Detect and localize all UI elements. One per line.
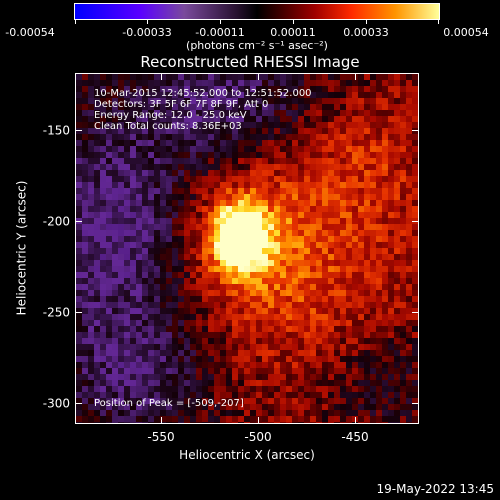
x-tick [161,73,162,80]
colorbar-tick [366,19,367,24]
colorbar-tick-label: 0.00011 [270,26,316,39]
detectors-annotation: Detectors: 3F 5F 6F 7F 8F 9F, Att 0 [94,99,269,110]
clean-counts-annotation: Clean Total counts: 8.36E+03 [94,121,242,132]
plot-title: Reconstructed RHESSI Image [140,53,360,71]
rhessi-image [76,74,418,423]
time-range-annotation: 10-Mar-2015 12:45:52.000 to 12:51:52.000 [94,88,312,99]
x-tick [258,73,259,80]
colorbar-tick [75,19,76,24]
colorbar-tick [220,19,221,24]
y-tick-label: -200 [42,214,70,229]
y-tick [412,130,419,131]
y-tick-label: -300 [42,396,70,411]
colorbar-tick [293,19,294,24]
colorbar-tick [147,19,148,24]
y-tick [412,403,419,404]
y-tick-label: -250 [42,305,70,320]
peak-position-annotation: Position of Peak = [-509,-207] [94,398,244,409]
x-tick [161,417,162,424]
x-tick [355,73,356,80]
colorbar-tick-label: 0.00054 [443,26,489,39]
x-tick-label: -550 [147,430,175,444]
y-tick [75,403,82,404]
y-tick-label: -150 [42,123,70,138]
colorbar-tick-label: 0.00033 [343,26,389,39]
colorbar [74,3,440,20]
colorbar-tick [438,19,439,24]
x-tick-label: -500 [244,430,272,444]
y-tick [75,312,82,313]
y-axis-title: Heliocentric Y (arcsec) [14,180,29,316]
colorbar-tick-label: -0.00011 [195,26,245,39]
y-tick [75,221,82,222]
colorbar-unit-label: (photons cm⁻² s⁻¹ asec⁻²) [186,39,328,52]
image-plot-area: 10-Mar-2015 12:45:52.000 to 12:51:52.000… [75,73,419,424]
y-tick [412,312,419,313]
colorbar-tick-label: -0.00054 [5,26,55,39]
energy-range-annotation: Energy Range: 12.0 - 25.0 keV [94,110,247,121]
footer-timestamp: 19-May-2022 13:45 [376,482,494,496]
x-tick [258,417,259,424]
x-axis-title: Heliocentric X (arcsec) [179,448,315,462]
x-tick-label: -450 [341,430,369,444]
y-tick [75,130,82,131]
x-tick [355,417,356,424]
colorbar-tick-label: -0.00033 [122,26,172,39]
y-tick [412,221,419,222]
